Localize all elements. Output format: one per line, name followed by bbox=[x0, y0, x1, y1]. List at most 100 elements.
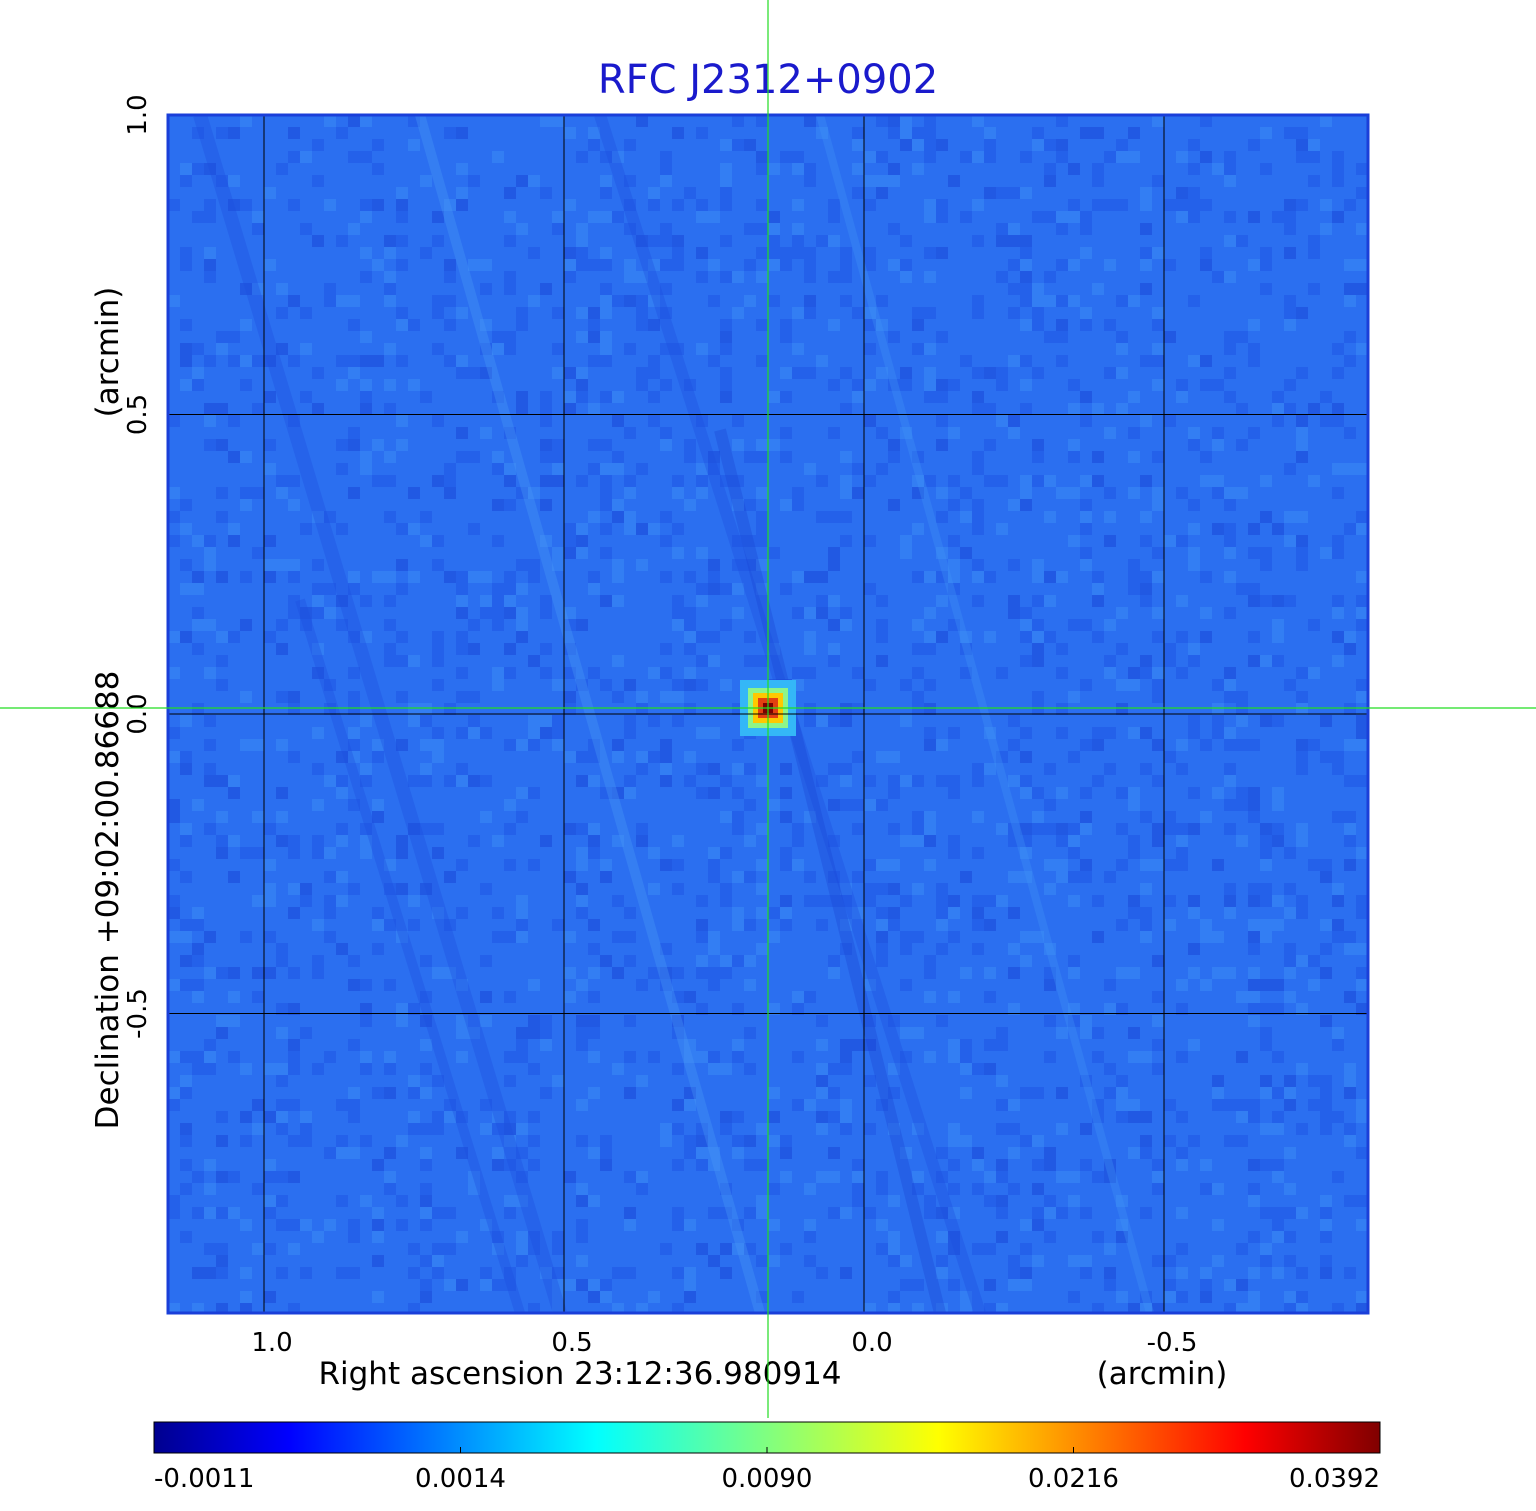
noise-cell bbox=[456, 127, 468, 139]
noise-cell bbox=[168, 1195, 180, 1207]
noise-cell bbox=[1152, 451, 1164, 463]
noise-cell bbox=[540, 499, 552, 511]
noise-cell bbox=[888, 751, 900, 763]
noise-cell bbox=[372, 439, 384, 451]
noise-cell bbox=[1032, 367, 1044, 379]
noise-cell bbox=[708, 871, 720, 883]
noise-cell bbox=[1284, 295, 1296, 307]
noise-cell bbox=[192, 571, 204, 583]
noise-cell bbox=[168, 1099, 180, 1111]
noise-cell bbox=[660, 967, 672, 979]
noise-cell bbox=[1200, 1159, 1212, 1171]
noise-cell bbox=[1104, 979, 1116, 991]
noise-cell bbox=[588, 583, 600, 595]
noise-cell bbox=[912, 139, 924, 151]
noise-cell bbox=[660, 379, 672, 391]
noise-cell bbox=[1008, 499, 1020, 511]
noise-cell bbox=[756, 535, 768, 547]
noise-cell bbox=[1176, 1147, 1188, 1159]
noise-cell bbox=[1224, 775, 1236, 787]
noise-cell bbox=[1140, 355, 1152, 367]
noise-cell bbox=[1128, 895, 1140, 907]
noise-cell bbox=[228, 175, 240, 187]
noise-cell bbox=[1344, 523, 1356, 535]
noise-cell bbox=[660, 1243, 672, 1255]
noise-cell bbox=[948, 379, 960, 391]
noise-cell bbox=[1128, 1027, 1140, 1039]
noise-cell bbox=[420, 1183, 432, 1195]
noise-cell bbox=[1164, 859, 1176, 871]
noise-cell bbox=[1356, 1003, 1368, 1015]
noise-cell bbox=[888, 451, 900, 463]
noise-cell bbox=[1020, 1135, 1032, 1147]
noise-cell bbox=[336, 619, 348, 631]
noise-cell bbox=[444, 127, 456, 139]
noise-cell bbox=[1356, 1303, 1368, 1313]
noise-cell bbox=[168, 979, 180, 991]
noise-cell bbox=[900, 679, 912, 691]
noise-cell bbox=[948, 847, 960, 859]
noise-cell bbox=[324, 1051, 336, 1063]
noise-cell bbox=[192, 1303, 204, 1313]
noise-cell bbox=[360, 211, 372, 223]
noise-cell bbox=[732, 583, 744, 595]
noise-cell bbox=[900, 259, 912, 271]
noise-cell bbox=[828, 1171, 840, 1183]
noise-cell bbox=[948, 583, 960, 595]
noise-cell bbox=[564, 535, 576, 547]
noise-cell bbox=[240, 379, 252, 391]
noise-cell bbox=[816, 1015, 828, 1027]
noise-cell bbox=[744, 955, 756, 967]
noise-cell bbox=[912, 163, 924, 175]
noise-cell bbox=[948, 175, 960, 187]
noise-cell bbox=[1056, 703, 1068, 715]
noise-cell bbox=[864, 307, 876, 319]
noise-cell bbox=[396, 883, 408, 895]
noise-cell bbox=[1332, 631, 1344, 643]
noise-cell bbox=[312, 835, 324, 847]
noise-cell bbox=[516, 1195, 528, 1207]
noise-cell bbox=[384, 595, 396, 607]
noise-cell bbox=[528, 1231, 540, 1243]
noise-cell bbox=[1248, 1003, 1260, 1015]
noise-cell bbox=[804, 571, 816, 583]
noise-cell bbox=[888, 823, 900, 835]
noise-cell bbox=[648, 751, 660, 763]
noise-cell bbox=[912, 1303, 924, 1313]
noise-cell bbox=[1320, 1195, 1332, 1207]
noise-cell bbox=[300, 523, 312, 535]
noise-cell bbox=[720, 163, 732, 175]
noise-cell bbox=[936, 1207, 948, 1219]
noise-cell bbox=[336, 439, 348, 451]
noise-cell bbox=[648, 367, 660, 379]
noise-cell bbox=[936, 247, 948, 259]
noise-cell bbox=[1068, 259, 1080, 271]
noise-cell bbox=[936, 919, 948, 931]
noise-cell bbox=[336, 235, 348, 247]
noise-cell bbox=[984, 1195, 996, 1207]
noise-cell bbox=[288, 607, 300, 619]
noise-cell bbox=[372, 1159, 384, 1171]
noise-cell bbox=[732, 475, 744, 487]
noise-cell bbox=[1008, 967, 1020, 979]
noise-cell bbox=[1296, 307, 1308, 319]
noise-cell bbox=[408, 1123, 420, 1135]
noise-cell bbox=[528, 295, 540, 307]
noise-cell bbox=[1320, 943, 1332, 955]
noise-cell bbox=[1140, 199, 1152, 211]
noise-cell bbox=[192, 127, 204, 139]
noise-cell bbox=[1344, 295, 1356, 307]
noise-cell bbox=[1236, 1051, 1248, 1063]
noise-cell bbox=[1272, 1123, 1284, 1135]
noise-cell bbox=[1260, 835, 1272, 847]
noise-cell bbox=[1248, 139, 1260, 151]
noise-cell bbox=[540, 595, 552, 607]
noise-cell bbox=[432, 727, 444, 739]
noise-cell bbox=[528, 247, 540, 259]
noise-cell bbox=[744, 1207, 756, 1219]
noise-cell bbox=[624, 1087, 636, 1099]
noise-cell bbox=[576, 307, 588, 319]
noise-cell bbox=[1320, 1111, 1332, 1123]
noise-cell bbox=[732, 139, 744, 151]
noise-cell bbox=[936, 547, 948, 559]
